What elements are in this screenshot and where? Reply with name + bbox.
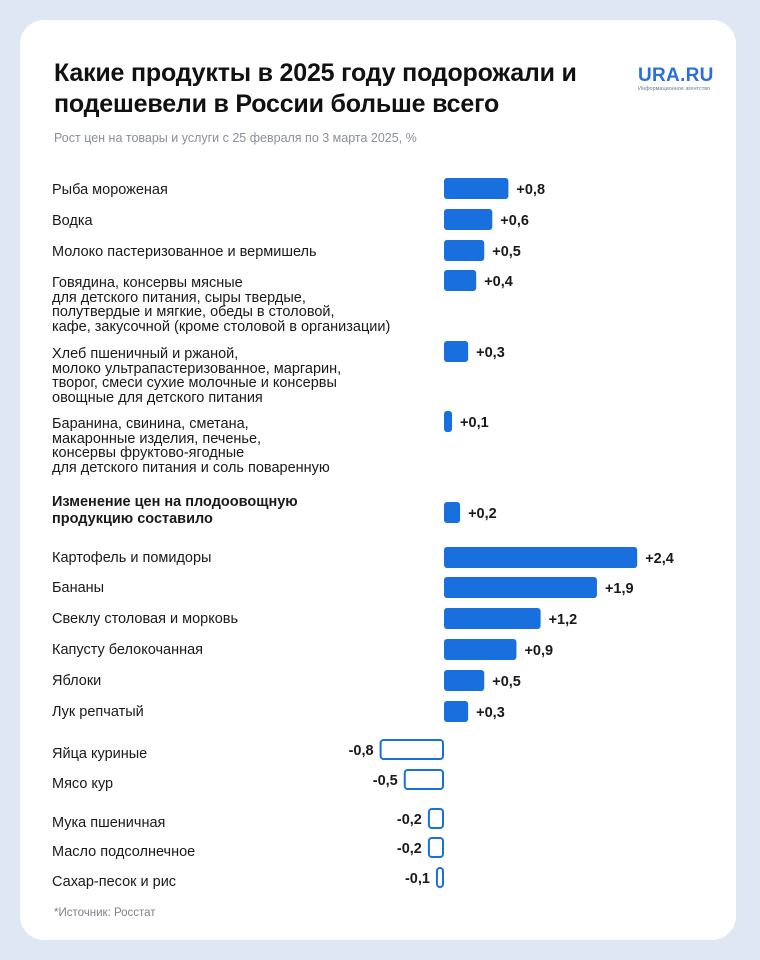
- bar: [427, 837, 444, 858]
- category-label: Говядина, консервы мясные для детского пи…: [52, 275, 391, 335]
- category-label: Яблоки: [52, 673, 102, 689]
- bar: [444, 502, 461, 523]
- value-label: -0,2: [397, 841, 422, 857]
- bar: [444, 178, 509, 199]
- category-label: Лук репчатый: [52, 704, 144, 720]
- bar: [444, 608, 541, 629]
- value-label: -0,5: [373, 773, 398, 789]
- logo-name: URA.RU: [638, 65, 714, 86]
- value-label: +0,5: [492, 244, 521, 260]
- category-label: Водка: [52, 213, 93, 229]
- category-label: Мука пшеничная: [52, 815, 166, 831]
- category-label: Капусту белокочанная: [52, 642, 203, 658]
- bar: [444, 639, 517, 660]
- category-label: Изменение цен на плодоовощную продукцию с…: [52, 494, 298, 527]
- category-label: Масло подсолнечное: [52, 844, 196, 860]
- bar: [444, 209, 493, 230]
- bar: [379, 739, 445, 760]
- source-note: *Источник: Росстат: [54, 907, 156, 919]
- category-label: Свеклу столовая и морковь: [52, 611, 239, 627]
- category-label: Сахар-песок и рис: [52, 874, 177, 890]
- bar: [444, 670, 485, 691]
- category-label: Молоко пастеризованное и вермишель: [52, 244, 317, 260]
- category-label: Мясо кур: [52, 776, 114, 792]
- chart-subtitle: Рост цен на товары и услуги с 25 февраля…: [54, 131, 417, 145]
- logo-tagline: Информационное агентство: [638, 86, 711, 92]
- bar: [427, 808, 444, 829]
- bar: [444, 701, 469, 722]
- category-label: Рыба мороженая: [52, 182, 168, 198]
- category-label: Картофель и помидоры: [52, 550, 212, 566]
- value-label: +0,3: [476, 705, 505, 721]
- value-label: -0,8: [349, 743, 374, 759]
- value-label: -0,1: [405, 871, 430, 887]
- category-label: Бананы: [52, 580, 105, 596]
- value-label: +0,1: [460, 415, 489, 431]
- value-label: +1,2: [549, 612, 578, 628]
- value-label: +0,5: [492, 674, 521, 690]
- bar: [444, 341, 469, 362]
- bar: [444, 577, 597, 598]
- value-label: +0,2: [468, 506, 497, 522]
- bar: [444, 270, 477, 291]
- chart-title: Какие продукты в 2025 году подорожали и …: [54, 59, 577, 118]
- value-label: +0,3: [476, 345, 505, 361]
- bar: [444, 411, 453, 432]
- value-label: +0,8: [516, 182, 545, 198]
- value-label: +0,4: [484, 274, 513, 290]
- bar: [435, 867, 445, 888]
- value-label: -0,2: [397, 812, 422, 828]
- category-label: Яйца куриные: [52, 746, 148, 762]
- value-label: +2,4: [645, 551, 674, 567]
- value-label: +0,9: [524, 643, 553, 659]
- bar: [444, 547, 638, 568]
- infographic-card: Какие продукты в 2025 году подорожали и …: [20, 20, 736, 940]
- value-label: +0,6: [500, 213, 529, 229]
- value-label: +1,9: [605, 581, 634, 597]
- category-label: Баранина, свинина, сметана, макаронные из…: [52, 416, 330, 476]
- bar: [403, 769, 444, 790]
- bar-chart: +0,8 +0,6 +0,5 +0,4 +0,3 +0,1 +0,2 +2,4 +1,9 +1,2…: [349, 178, 674, 888]
- ura-ru-logo[interactable]: URA.RU Информационное агентство: [638, 66, 714, 93]
- bar: [444, 240, 485, 261]
- category-label: Хлеб пшеничный и ржаной, молоко ультрапас…: [52, 346, 342, 406]
